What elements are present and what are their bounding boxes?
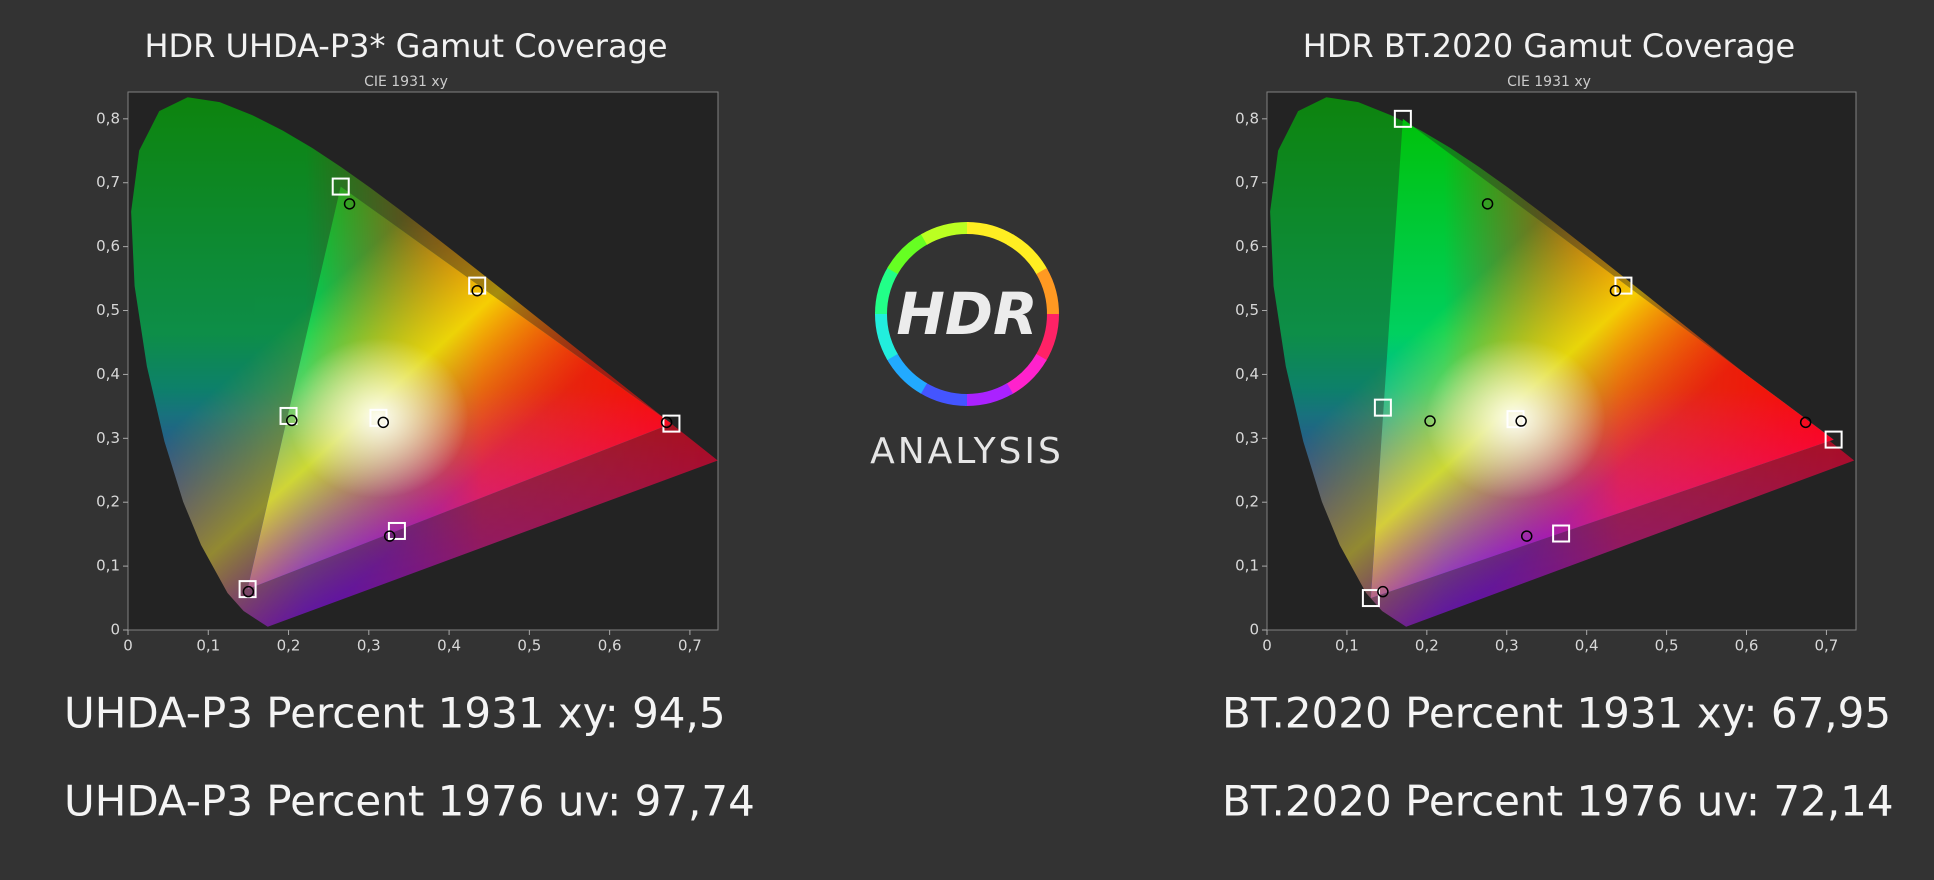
measured-point [660, 416, 673, 429]
x-tick-label: 0,7 [678, 637, 702, 655]
measured-point [383, 530, 396, 542]
y-tick-label: 0,3 [1235, 429, 1259, 447]
logo-ring [1035, 313, 1059, 362]
y-tick-label: 0,4 [1235, 365, 1259, 383]
stat-text: BT.2020 Percent 1931 xy: 67,95 [1222, 689, 1891, 738]
white-glow [1425, 339, 1606, 500]
measured-point [286, 414, 298, 427]
x-tick-label: 0,4 [1575, 637, 1599, 655]
measured-point [343, 198, 356, 210]
x-tick-label: 0,6 [1735, 637, 1759, 655]
x-tick-label: 0,5 [1655, 637, 1679, 655]
x-tick-label: 0,3 [1495, 637, 1519, 655]
measured-point [242, 585, 255, 598]
logo-ring [886, 352, 928, 394]
y-tick-label: 0,7 [96, 173, 120, 191]
y-tick-label: 0,3 [96, 429, 120, 447]
logo-ring [919, 382, 968, 406]
measured-point [471, 284, 483, 297]
stat-text: UHDA-P3 Percent 1976 uv: 97,74 [64, 777, 755, 826]
y-tick-label: 0 [110, 621, 120, 639]
y-tick-label: 0,1 [1235, 557, 1259, 575]
target-point [1361, 589, 1380, 608]
chart-subtitle: CIE 1931 xy [364, 74, 448, 90]
x-tick-label: 0,6 [598, 637, 622, 655]
x-tick-label: 0 [123, 637, 133, 655]
y-tick-label: 0,6 [96, 237, 120, 255]
chart-subtitle: CIE 1931 xy [1507, 74, 1591, 90]
stat-text: BT.2020 Percent 1976 uv: 72,14 [1222, 777, 1894, 826]
chart: 0 0,1 0,2 0,3 0,4 0,5 0,6 0,7 0 0,1 0,2 0,3 0,4 0,5 0,… [1235, 91, 1857, 655]
x-tick-label: 0,1 [1335, 637, 1359, 655]
x-tick-label: 0,7 [1815, 637, 1839, 655]
measured-point [1377, 585, 1389, 598]
measured-point [377, 416, 390, 429]
measured-point [1515, 415, 1527, 427]
logo-ring [921, 222, 969, 245]
logo-ring [1036, 268, 1059, 316]
y-tick-label: 0,6 [1235, 237, 1259, 255]
chart: 0 0,1 0,2 0,3 0,4 0,5 0,6 0,7 0 0,1 0,2 0,3 0,4 0,5 0,… [96, 91, 719, 655]
logo-ring [875, 266, 899, 315]
x-tick-label: 0 [1262, 637, 1272, 655]
x-tick-label: 0,2 [1415, 637, 1439, 655]
y-tick-label: 0,2 [1235, 493, 1259, 511]
x-tick-label: 0,1 [196, 637, 220, 655]
x-tick-label: 0,4 [437, 637, 461, 655]
y-tick-label: 0,1 [96, 557, 120, 575]
logo-caption: ANALYSIS [870, 431, 1064, 472]
logo-ring [1006, 234, 1048, 276]
target-point [662, 414, 681, 433]
target-point [331, 177, 350, 196]
measured-point [1481, 198, 1494, 210]
measured-point [1520, 530, 1533, 542]
target-point [1552, 524, 1571, 543]
logo: HDR ANALYSIS [870, 222, 1064, 472]
y-tick-label: 0,8 [96, 109, 120, 127]
stat-text: UHDA-P3 Percent 1931 xy: 94,5 [64, 689, 726, 738]
target-point [1506, 410, 1525, 429]
measured-point [1424, 415, 1436, 427]
y-tick-label: 0,4 [96, 365, 120, 383]
x-tick-label: 0,3 [357, 637, 381, 655]
white-glow [288, 337, 469, 498]
target-point [1824, 430, 1843, 449]
target-point [468, 276, 487, 295]
y-tick-label: 0,2 [96, 493, 120, 511]
logo-ring [875, 312, 898, 360]
logo-text: HDR [896, 280, 1037, 348]
y-tick-label: 0,5 [96, 301, 120, 319]
y-tick-label: 0,7 [1235, 173, 1259, 191]
measured-point [1799, 416, 1812, 429]
chart-title: HDR BT.2020 Gamut Coverage [1303, 27, 1795, 65]
target-point [1393, 109, 1412, 128]
y-tick-label: 0 [1249, 621, 1259, 639]
chart-title: HDR UHDA-P3* Gamut Coverage [144, 27, 667, 65]
target-point [1373, 398, 1392, 417]
logo-ring [966, 222, 1015, 246]
y-tick-label: 0,5 [1235, 301, 1259, 319]
logo-ring [1005, 353, 1047, 395]
y-tick-label: 0,8 [1235, 109, 1259, 127]
x-tick-label: 0,5 [517, 637, 541, 655]
x-tick-label: 0,2 [277, 637, 301, 655]
logo-ring [887, 233, 929, 275]
measured-point [1609, 284, 1622, 297]
logo-ring [965, 383, 1013, 406]
